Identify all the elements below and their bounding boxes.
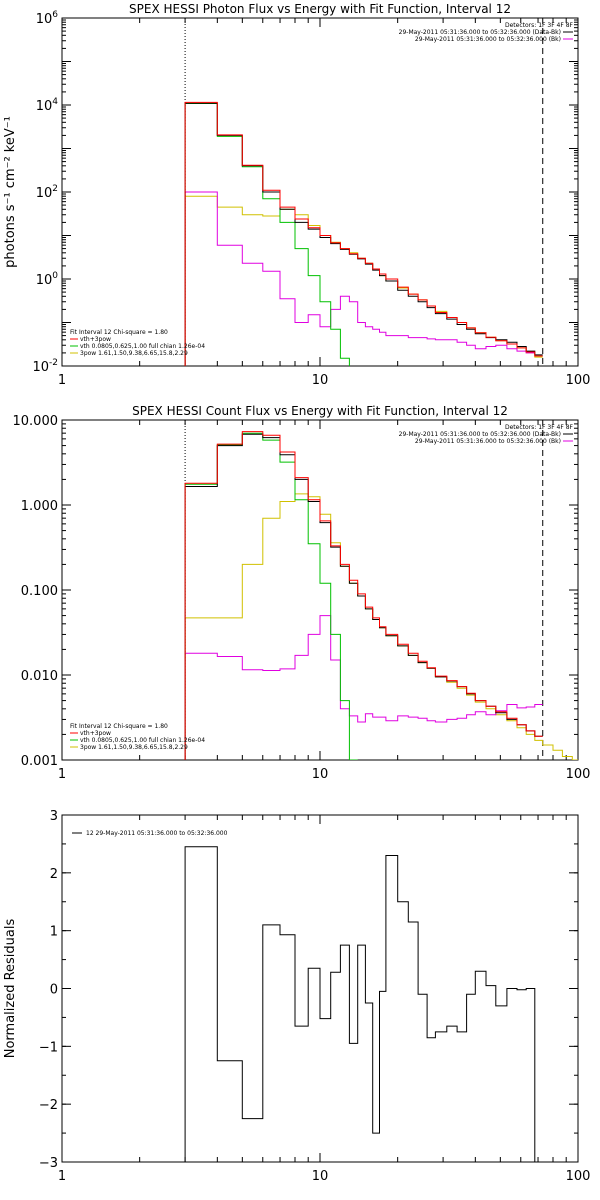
x-axis: 1 10 100 [58, 18, 591, 388]
fit-header: Fit Interval 12 Chi-square = 1.80 [70, 329, 168, 336]
plot-frame [61, 17, 579, 367]
series-vth [184, 432, 358, 760]
y-tick-exponent: 2 [52, 184, 58, 194]
y-tick-label: −1 [39, 1040, 58, 1055]
series-group [184, 431, 578, 760]
y-tick-base: −2 [39, 1098, 58, 1113]
y-tick-label: 0.001 [21, 754, 58, 769]
y-axis-title: photons s⁻¹ cm⁻² keV⁻¹ [3, 116, 18, 268]
series-vth-3pow [184, 431, 543, 760]
y-tick-exponent: 4 [52, 97, 58, 107]
y-tick-base: 3 [50, 809, 58, 824]
y-tick-base: 0.100 [21, 584, 58, 599]
chart-title: SPEX HESSI Photon Flux vs Energy with Fi… [129, 2, 511, 16]
legend-entry: 29-May-2011 05:31:36.000 to 05:32:36.000… [415, 36, 561, 43]
y-tick-label: 100 [36, 271, 59, 288]
chart-title: SPEX HESSI Count Flux vs Energy with Fit… [132, 404, 508, 418]
fit-header: Fit Interval 12 Chi-square = 1.80 [70, 723, 168, 730]
chart-1: SPEX HESSI Photon Flux vs Energy with Fi… [3, 2, 591, 388]
y-tick-label: 106 [36, 10, 59, 27]
y-tick-base: 0 [50, 983, 58, 998]
x-tick-label: 10 [312, 1169, 329, 1184]
x-tick-label: 1 [58, 373, 66, 388]
y-tick-label: 0 [50, 983, 58, 998]
series-bk [184, 615, 543, 760]
x-axis: 1 10 100 [58, 420, 591, 782]
y-tick-label: −2 [39, 1098, 58, 1113]
y-tick-exponent: 0 [52, 271, 58, 281]
fit-entry: vth+3pow [80, 730, 111, 737]
series-3pow [184, 195, 543, 366]
x-tick-label: 1 [58, 1169, 66, 1184]
series-vth [184, 103, 350, 366]
y-tick-base: 1 [50, 925, 58, 940]
series-12 [184, 846, 536, 1162]
fit-entry: vth 0.0805,0.625,1.00 full chian 1.26e-0… [80, 343, 205, 350]
y-tick-label: 0.100 [21, 584, 58, 599]
y-tick-base: 10 [32, 360, 49, 375]
y-tick-label: 102 [36, 184, 58, 201]
y-tick-label: 104 [36, 97, 59, 114]
series-group [184, 101, 543, 366]
legend-entry: 12 29-May-2011 05:31:36.000 to 05:32:36.… [86, 830, 228, 837]
fit-entry: vth+3pow [80, 336, 111, 343]
y-tick-label: 10.000 [13, 414, 59, 429]
y-tick-label: 10-2 [32, 358, 58, 375]
series-bk [184, 191, 535, 366]
legend-entry: 29-May-2011 05:31:36.000 to 05:32:36.000… [399, 431, 561, 438]
x-tick-label: 100 [566, 373, 591, 388]
y-tick-base: −3 [39, 1156, 58, 1171]
fit-entry: 3pow 1.61,1.50,9.38,6.65,15.8,2.29 [80, 744, 188, 751]
y-tick-base: −1 [39, 1040, 58, 1055]
x-tick-label: 100 [566, 1169, 591, 1184]
y-tick-label: 0.010 [21, 669, 58, 684]
series-vth-3pow [184, 101, 543, 366]
legend-entry: 29-May-2011 05:31:36.000 to 05:32:36.000… [399, 29, 561, 36]
legend-header: Detectors: 1F 3F 4F 8F [505, 424, 574, 431]
y-tick-base: 10 [36, 12, 53, 27]
y-tick-label: 1 [50, 925, 58, 940]
x-axis: 1 10 100 [58, 815, 591, 1184]
y-tick-exponent: 6 [52, 10, 58, 20]
y-tick-base: 10 [36, 186, 53, 201]
y-tick-base: 0.010 [21, 669, 58, 684]
fit-entry: vth 0.0805,0.625,1.00 full chian 1.26e-0… [80, 737, 205, 744]
y-tick-label: 3 [50, 809, 58, 824]
y-tick-base: 1.000 [21, 499, 58, 514]
x-tick-label: 10 [312, 767, 329, 782]
series-group [184, 846, 536, 1162]
y-tick-base: 10 [36, 99, 53, 114]
y-tick-label: −3 [39, 1156, 58, 1171]
x-tick-label: 100 [566, 767, 591, 782]
plot-frame [61, 419, 579, 761]
series-data-bk [184, 433, 543, 760]
y-tick-base: 2 [50, 867, 58, 882]
x-tick-label: 1 [58, 767, 66, 782]
y-tick-label: 2 [50, 867, 58, 882]
legend-entry: 29-May-2011 05:31:36.000 to 05:32:36.000… [415, 438, 561, 445]
y-tick-base: 10 [36, 273, 53, 288]
y-axis: 10.000 1.000 0.100 0.010 0.001 [13, 414, 578, 769]
series-data-bk [184, 102, 543, 366]
y-axis: 3 2 1 0 −1 −2 −3 [39, 809, 578, 1171]
fit-entry: 3pow 1.61,1.50,9.38,6.65,15.8,2.29 [80, 350, 188, 357]
series-3pow [184, 493, 578, 760]
y-tick-base: 0.001 [21, 754, 58, 769]
x-tick-label: 10 [312, 373, 329, 388]
legend-header: Detectors: 1F 3F 4F 8F [505, 22, 574, 29]
y-tick-base: 10.000 [13, 414, 59, 429]
y-tick-exponent: -2 [49, 358, 58, 368]
chart-2: SPEX HESSI Count Flux vs Energy with Fit… [13, 404, 591, 782]
y-axis-title: Normalized Residuals [3, 919, 18, 1059]
y-tick-label: 1.000 [21, 499, 58, 514]
